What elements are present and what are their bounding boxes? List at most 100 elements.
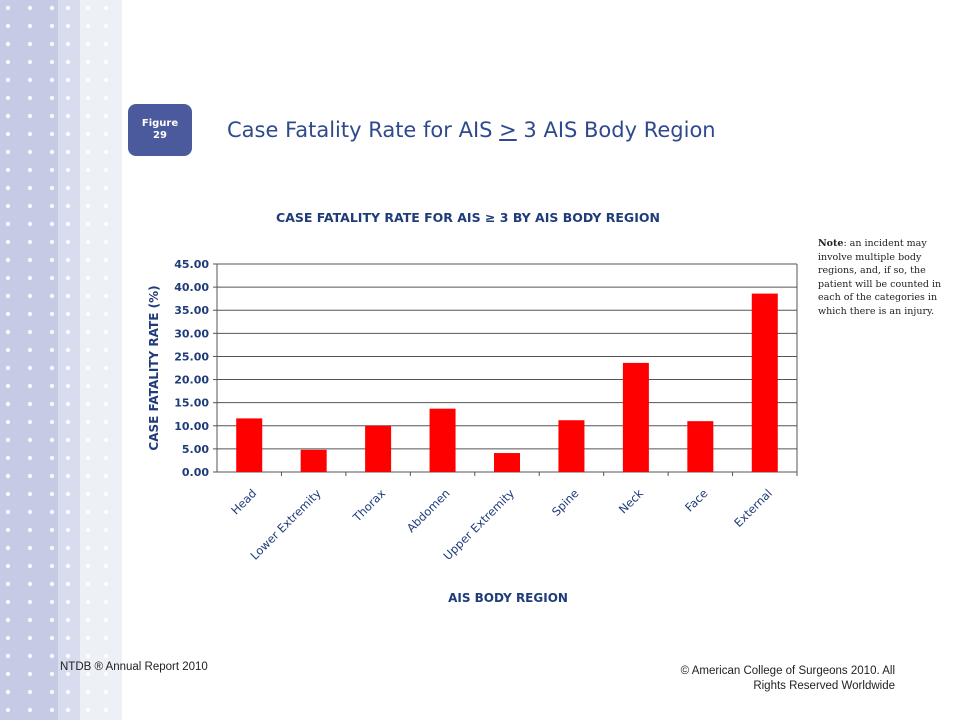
strip-dot [49,239,55,245]
y-tick-label: 15.00 [174,397,209,410]
bar-upper-extremity [494,453,520,472]
strip-dot [27,275,33,281]
strip-dot [5,131,11,137]
strip-dot [5,203,11,209]
strip-dot [5,455,11,461]
strip-dot [85,527,91,533]
strip-dot [65,203,71,209]
strip-dot [103,293,109,299]
strip-dot [5,95,11,101]
strip-dot [85,581,91,587]
strip-dot [85,455,91,461]
strip-dot [103,707,109,713]
strip-dot [65,527,71,533]
strip-dot [103,617,109,623]
strip-dot [5,401,11,407]
note-text: : an incident may involve multiple body … [818,238,942,317]
strip-dot [5,167,11,173]
y-tick-label: 20.00 [174,374,209,387]
strip-dot [85,653,91,659]
strip-dot [85,347,91,353]
strip-dot [49,509,55,515]
strip-dot [103,149,109,155]
strip-dot [65,5,71,11]
x-axis-label: AIS BODY REGION [448,591,568,605]
strip-dot [103,365,109,371]
strip-dot [85,149,91,155]
strip-dot [5,635,11,641]
strip-dot [49,59,55,65]
title-suffix: 3 AIS Body Region [516,118,716,142]
strip-dot [5,689,11,695]
strip-dot [49,365,55,371]
title-prefix: Case Fatality Rate for AIS [227,118,500,142]
strip-dot [85,221,91,227]
strip-dot [49,311,55,317]
strip-dot [49,41,55,47]
strip-dot [27,383,33,389]
y-tick-label: 35.00 [174,304,209,317]
strip-dot [103,5,109,11]
strip-dot [5,599,11,605]
x-tick-label: Face [682,486,710,514]
strip-dot [85,671,91,677]
strip-dot [85,185,91,191]
strip-dot [5,77,11,83]
strip-dot [49,113,55,119]
strip-dot [49,275,55,281]
strip-dot [49,221,55,227]
strip-dot [103,455,109,461]
strip-dot [65,473,71,479]
strip-dot [65,95,71,101]
strip-dot [49,257,55,263]
strip-dot [65,185,71,191]
strip-dot [85,419,91,425]
strip-dot [49,131,55,137]
strip-dot [49,527,55,533]
strip-dot [85,77,91,83]
bar-abdomen [429,408,456,472]
x-tick-label: External [731,486,775,530]
strip-dot [103,419,109,425]
strip-dot [5,671,11,677]
strip-dot [103,581,109,587]
strip-dot [65,563,71,569]
bar-spine [558,420,585,472]
figure-number: 29 [153,130,167,141]
strip-dot [49,491,55,497]
strip-dot [27,239,33,245]
strip-dot [5,473,11,479]
strip-dot [27,329,33,335]
strip-dot [103,509,109,515]
strip-dot [49,707,55,713]
strip-dot [103,329,109,335]
title-ge-symbol: > [499,118,517,142]
strip-dot [85,401,91,407]
strip-dot [49,347,55,353]
strip-dot [65,635,71,641]
strip-dot [5,563,11,569]
strip-dot [65,221,71,227]
strip-dot [103,491,109,497]
strip-dot [5,329,11,335]
strip-dot [49,5,55,11]
strip-dot [85,5,91,11]
strip-dot [5,653,11,659]
note-label: Note [818,238,844,249]
strip-dot [103,167,109,173]
strip-dot [103,635,109,641]
strip-dot [27,149,33,155]
bar-neck [622,362,649,472]
strip-dot [85,329,91,335]
strip-dot [49,401,55,407]
strip-dot [103,437,109,443]
y-tick-label: 0.00 [182,466,209,479]
strip-dot [5,527,11,533]
strip-dot [27,77,33,83]
strip-dot [5,347,11,353]
strip-dot [85,689,91,695]
strip-dot [85,563,91,569]
strip-band-dark [0,0,58,720]
dot-pattern [0,0,109,720]
strip-dot [85,599,91,605]
